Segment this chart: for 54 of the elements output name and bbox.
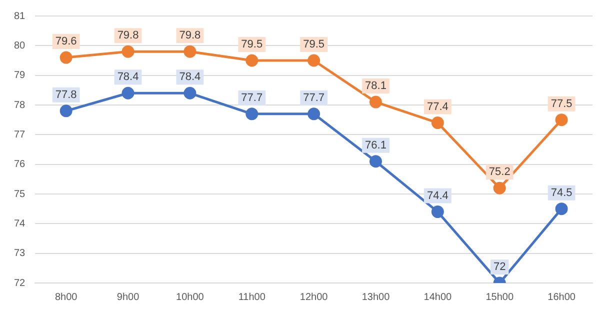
point: [246, 54, 258, 67]
data-label: 76.1: [365, 139, 386, 152]
x-tick-label: 14h00: [424, 292, 452, 303]
y-tick-label: 77: [14, 129, 26, 140]
x-tick-label: 10h00: [176, 292, 204, 303]
point: [122, 45, 134, 58]
y-tick-label: 76: [14, 159, 26, 170]
point: [60, 51, 72, 64]
point: [184, 86, 196, 100]
data-label: 77.8: [55, 88, 77, 101]
y-tick-label: 81: [14, 10, 26, 22]
point: [184, 45, 196, 58]
data-label: 79.5: [303, 38, 325, 51]
point: [431, 116, 444, 130]
x-tick-label: 12h00: [300, 292, 328, 303]
data-label: 78.4: [117, 71, 139, 84]
point: [60, 104, 72, 118]
point: [246, 108, 258, 120]
y-tick-label: 73: [14, 248, 26, 260]
y-tick-label: 72: [14, 278, 26, 289]
x-tick-label: 13h00: [362, 292, 390, 303]
data-label: 78.4: [179, 71, 201, 84]
point: [555, 114, 568, 126]
x-tick-label: 9h00: [116, 292, 140, 303]
x-tick-label: 16h00: [548, 292, 576, 303]
point: [369, 155, 382, 168]
data-label: 75.2: [488, 166, 510, 178]
point: [555, 202, 568, 216]
x-tick-label: 15h00: [486, 292, 514, 303]
data-label: 78.1: [365, 80, 386, 92]
point: [369, 96, 382, 108]
data-label: 79.8: [117, 30, 139, 42]
data-label: 77.7: [303, 92, 325, 104]
data-label: 72: [493, 261, 506, 274]
y-tick-label: 79: [14, 70, 26, 82]
x-tick-label: 8h00: [54, 292, 78, 303]
point: [431, 206, 444, 218]
point: [493, 182, 506, 194]
point: [122, 86, 134, 100]
point: [308, 108, 320, 120]
data-label: 77.4: [426, 100, 448, 113]
y-tick-label: 75: [14, 188, 26, 200]
x-tick-label: 11h00: [238, 292, 266, 303]
data-label: 74.5: [550, 186, 572, 199]
y-tick-label: 78: [14, 100, 26, 111]
data-label: 77.7: [241, 92, 263, 104]
y-tick-label: 80: [14, 40, 26, 52]
data-label: 77.5: [550, 98, 572, 110]
data-label: 79.8: [179, 30, 201, 42]
data-label: 79.6: [55, 36, 77, 48]
point: [308, 54, 320, 67]
y-tick-label: 74: [14, 218, 26, 230]
data-label: 74.4: [426, 190, 448, 202]
data-label: 79.5: [241, 38, 263, 51]
